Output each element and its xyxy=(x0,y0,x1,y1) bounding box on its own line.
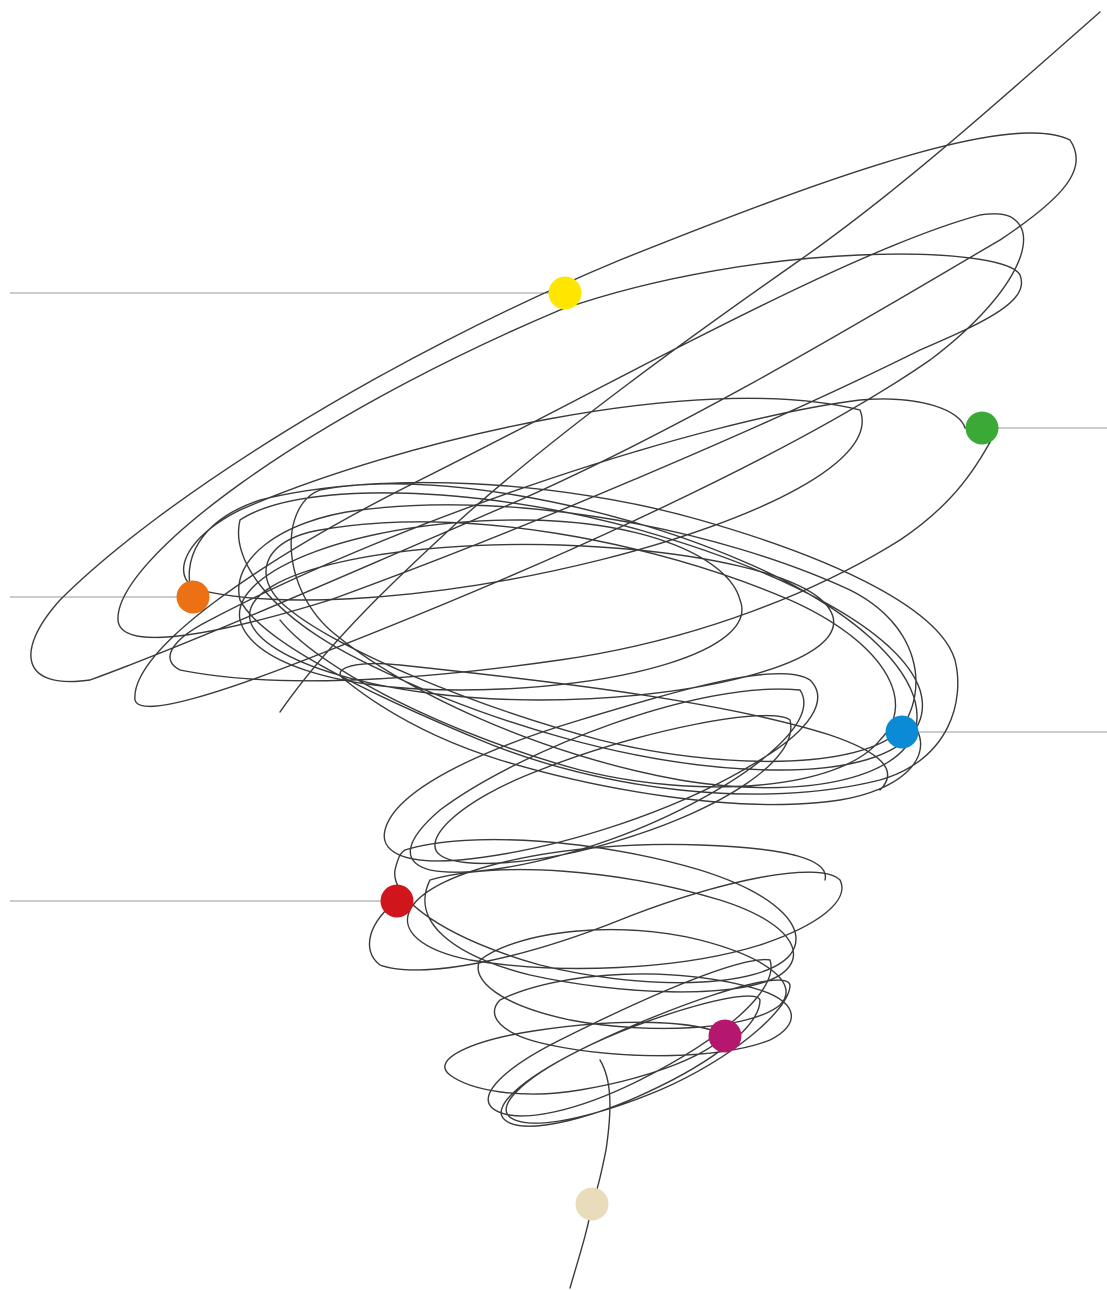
red-marker[interactable] xyxy=(380,884,414,918)
scribble-bottom-tail xyxy=(569,1059,611,1289)
beige-marker[interactable] xyxy=(575,1187,609,1221)
scribble-red-region xyxy=(368,843,843,971)
scribble-blue-region xyxy=(339,662,922,806)
scribble-wide-loop-2 xyxy=(134,213,1025,708)
scribble-middle-loops xyxy=(188,481,959,795)
scribble-wide-loop-1 xyxy=(30,132,1077,683)
scribble-lower-middle-loops xyxy=(383,672,819,873)
green-marker[interactable] xyxy=(965,411,999,445)
scribble-green-branch xyxy=(169,398,999,682)
scribble-lower-loops xyxy=(444,928,792,1095)
blue-marker[interactable] xyxy=(885,715,919,749)
scribble-path-group xyxy=(30,11,1101,1289)
magenta-marker[interactable] xyxy=(708,1019,742,1053)
orange-marker[interactable] xyxy=(176,580,210,614)
yellow-marker[interactable] xyxy=(548,276,582,310)
scribble-wide-loop-3 xyxy=(117,253,1023,639)
leader-lines xyxy=(10,292,1107,902)
marker-group xyxy=(176,276,999,1221)
